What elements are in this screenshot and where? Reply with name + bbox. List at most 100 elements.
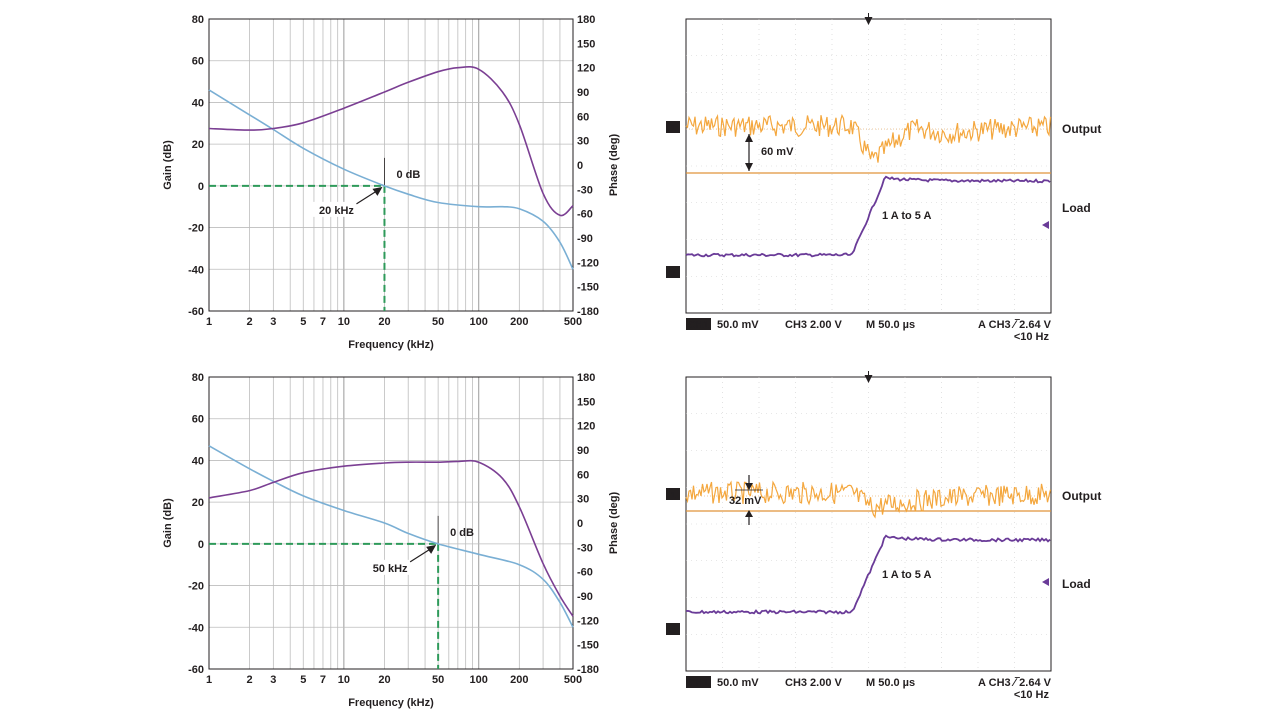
load-level-marker-icon: [1042, 578, 1049, 586]
ch3-marker-label: 3: [670, 268, 675, 278]
trigger-frequency: <10 Hz: [1014, 689, 1050, 701]
x-tick-label: 1: [206, 674, 212, 686]
ch1-badge-label: CH1: [688, 320, 708, 331]
y-tick-label: -40: [188, 622, 204, 634]
y2-tick-label: 0: [577, 518, 583, 530]
y2-tick-label: 150: [577, 396, 595, 408]
x-tick-label: 3: [270, 674, 276, 686]
y2-tick-label: -180: [577, 664, 599, 676]
output-label: Output: [1062, 122, 1101, 136]
x-tick-label: 20: [378, 674, 390, 686]
gain-curve: [208, 445, 574, 628]
y-axis-label: Gain (dB): [162, 498, 174, 548]
trigger-position-icon: [864, 17, 873, 25]
ch3-marker: [666, 623, 680, 635]
phase-curve: [208, 459, 574, 617]
x-tick-label: 100: [470, 316, 488, 328]
load-label: Load: [1062, 577, 1091, 591]
ch1-scale: 50.0 mV: [717, 677, 759, 689]
annotation-crossover-freq: 50 kHz: [373, 563, 408, 575]
trigger-position-icon: [864, 375, 873, 383]
y2-tick-label: 180: [577, 14, 595, 26]
output-trace: [685, 113, 1052, 163]
y2-tick-label: 60: [577, 111, 589, 123]
y2-tick-label: 30: [577, 494, 589, 506]
ch1-marker: [666, 121, 680, 133]
annotation-arrow: [409, 547, 433, 563]
y2-tick-label: 180: [577, 372, 595, 384]
x-tick-label: 200: [510, 316, 528, 328]
annotation-bg: [366, 559, 415, 575]
y2-tick-label: -60: [577, 567, 593, 579]
y-tick-label: 40: [192, 97, 204, 109]
y2-tick-label: -120: [577, 615, 599, 627]
delta-arrowhead-down: [745, 483, 753, 490]
annotation-0db: 0 dB: [450, 527, 474, 539]
gain-curve: [208, 89, 574, 270]
x-tick-label: 10: [338, 674, 350, 686]
x-tick-label: 2: [247, 316, 253, 328]
y-tick-label: 60: [192, 414, 204, 426]
timebase: M 50.0 µs: [866, 677, 915, 689]
plot-frame: [208, 376, 574, 670]
x-tick-label: 2: [247, 674, 253, 686]
y-tick-label: 0: [198, 181, 204, 193]
plot-frame: [208, 18, 574, 312]
y2-axis-label: Phase (deg): [608, 133, 620, 196]
bode-plot-1: 806040200-20-40-601801501209060300-30-60…: [162, 14, 620, 351]
y2-tick-label: -150: [577, 640, 599, 652]
y2-tick-label: -90: [577, 233, 593, 245]
step-label: 1 A to 5 A: [882, 210, 932, 222]
annotation-arrow: [356, 189, 379, 205]
bode-plot-2: 806040200-20-40-601801501209060300-30-60…: [162, 372, 620, 709]
step-label: 1 A to 5 A: [882, 569, 932, 581]
delta-label: 60 mV: [761, 146, 794, 158]
timebase: M 50.0 µs: [866, 319, 915, 331]
trigger-readout: A CH3 ∕‾2.64 V: [978, 677, 1052, 689]
x-tick-label: 3: [270, 316, 276, 328]
load-label: Load: [1062, 201, 1091, 215]
y2-tick-label: 150: [577, 38, 595, 50]
y-tick-label: -60: [188, 664, 204, 676]
x-tick-label: 500: [564, 674, 582, 686]
annotation-crossover-freq: 20 kHz: [319, 205, 354, 217]
y2-axis-label: Phase (deg): [608, 491, 620, 554]
annotation-bg: [312, 201, 361, 217]
load-level-marker-icon: [1042, 221, 1049, 229]
ch3-scale: CH3 2.00 V: [785, 319, 843, 331]
annotation-arrowhead: [372, 186, 383, 196]
phase-curve: [208, 66, 574, 217]
y-tick-label: -60: [188, 306, 204, 318]
y-tick-label: 80: [192, 372, 204, 384]
y-tick-label: 40: [192, 455, 204, 467]
y2-tick-label: 120: [577, 421, 595, 433]
x-tick-label: 50: [432, 316, 444, 328]
y2-tick-label: -30: [577, 542, 593, 554]
y2-tick-label: 90: [577, 87, 589, 99]
y-tick-label: 20: [192, 497, 204, 509]
delta-arrowhead-up: [745, 134, 753, 142]
ch1-badge-label: CH1: [688, 678, 708, 689]
y2-tick-label: -90: [577, 591, 593, 603]
trigger-readout: A CH3 ∕‾2.64 V: [978, 319, 1052, 331]
y-axis-label: Gain (dB): [162, 140, 174, 190]
x-tick-label: 7: [320, 316, 326, 328]
ch1-scale: 50.0 mV: [717, 319, 759, 331]
y2-tick-label: 0: [577, 160, 583, 172]
y-tick-label: 60: [192, 56, 204, 68]
y-tick-label: 20: [192, 139, 204, 151]
load-trace: [685, 175, 1051, 258]
delta-arrowhead-down: [745, 163, 753, 171]
x-axis-label: Frequency (kHz): [348, 339, 434, 351]
x-axis-label: Frequency (kHz): [348, 697, 434, 709]
y-tick-label: -20: [188, 581, 204, 593]
y2-tick-label: 30: [577, 136, 589, 148]
delta-arrowhead-up: [745, 510, 753, 517]
x-tick-label: 10: [338, 316, 350, 328]
ch3-marker-label: 3: [670, 625, 675, 635]
scope-panel-1: 1 3 Output Load 60 mV 1 A to 5 A CH1 50.0 mV CH3…: [666, 13, 1101, 343]
ch1-marker-label: 1: [670, 490, 675, 500]
ch1-badge: [686, 318, 711, 330]
ch3-marker: [666, 266, 680, 278]
ch1-marker: [666, 488, 680, 500]
